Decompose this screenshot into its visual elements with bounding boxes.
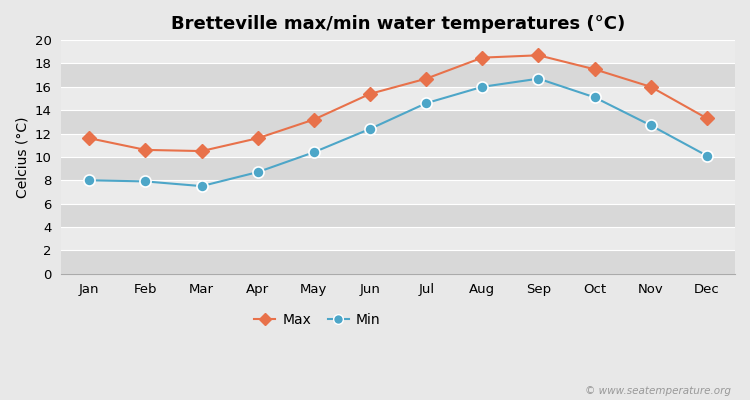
Bar (62, 110, 735, 134)
Legend: Max, Min: Max, Min (249, 307, 386, 332)
Y-axis label: Celcius (°C): Celcius (°C) (15, 116, 29, 198)
Bar (62, 87, 735, 110)
Text: © www.seatemperature.org: © www.seatemperature.org (585, 386, 731, 396)
Bar (62, 180, 735, 204)
Bar (62, 250, 735, 274)
Bar (62, 204, 735, 227)
Bar (62, 157, 735, 180)
Title: Bretteville max/min water temperatures (°C): Bretteville max/min water temperatures (… (171, 15, 626, 33)
Bar (62, 40, 735, 64)
Bar (62, 227, 735, 250)
Bar (62, 64, 735, 87)
Bar (62, 134, 735, 157)
